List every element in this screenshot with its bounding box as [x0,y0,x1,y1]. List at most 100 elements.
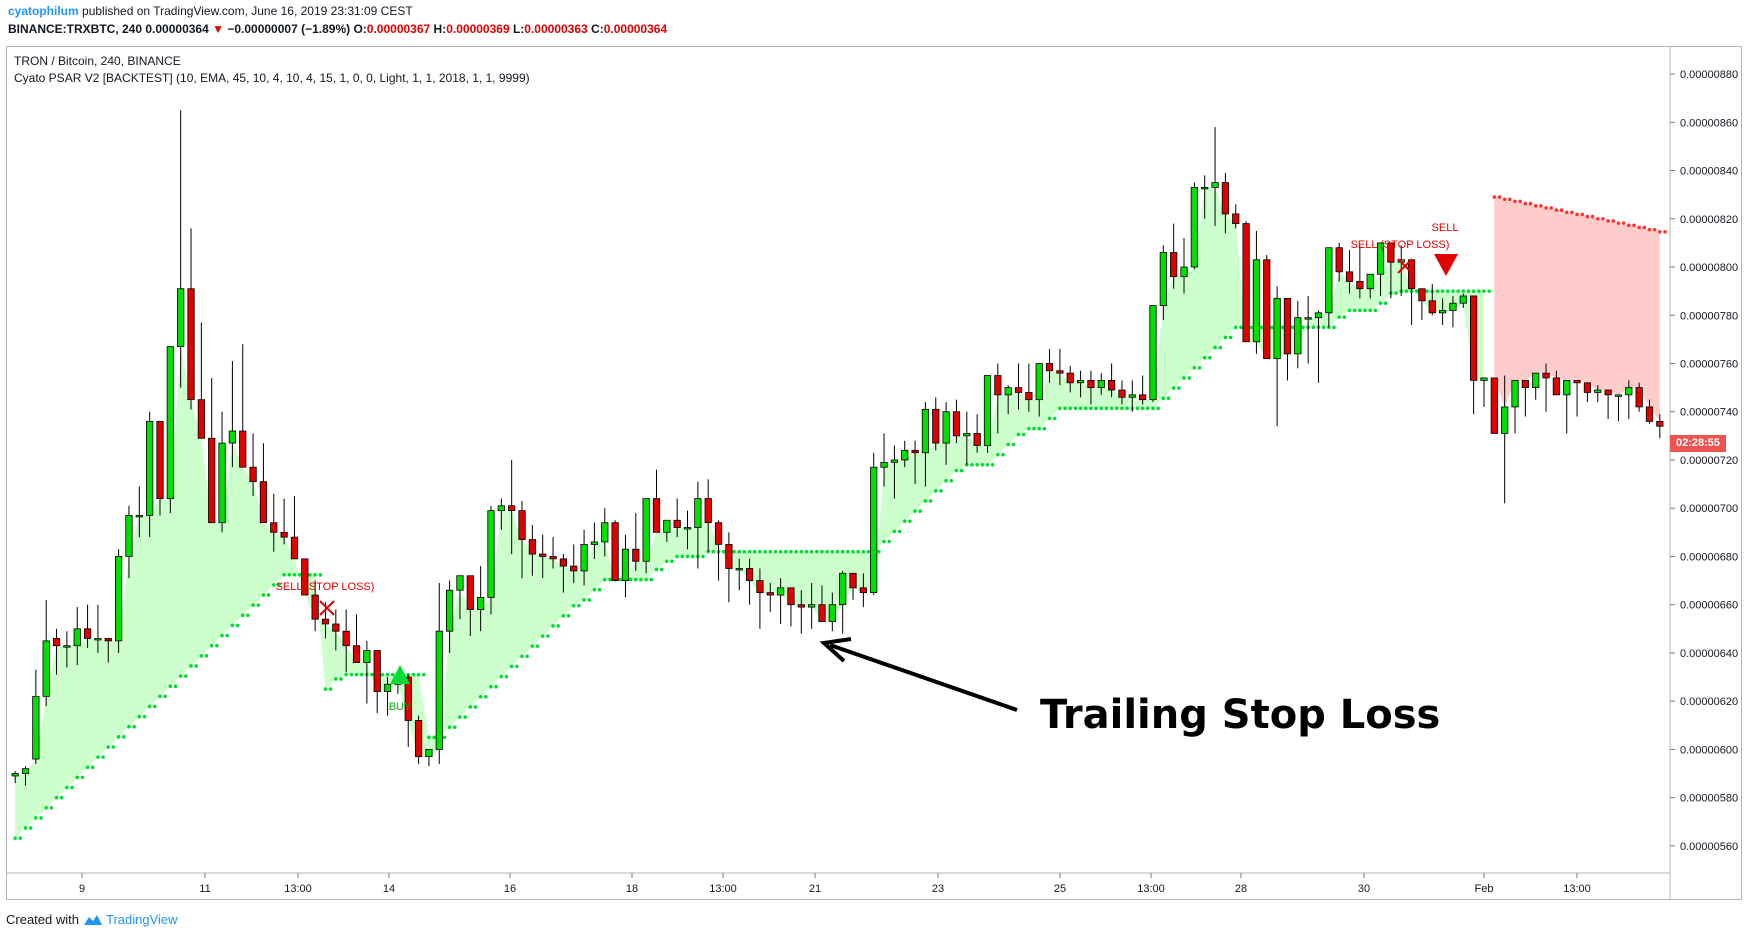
psar-dot [939,489,943,493]
candle-body [1501,406,1509,434]
psar-dot [1342,315,1347,319]
candle-body [1614,394,1623,397]
psar-dot [1368,308,1373,313]
psar-dot [489,684,493,689]
psar-dot [153,704,157,709]
close-x-icon [319,600,335,616]
y-tick-label: 0.00000600 [1680,744,1738,756]
psar-dot [675,554,679,559]
psar-dot [1451,289,1455,293]
chart-frame[interactable] [6,46,1742,900]
candle-body [890,459,898,463]
psar-dot [240,613,245,618]
candle-body [766,592,774,596]
candle-body [404,676,412,721]
psar-dot [1001,452,1005,457]
created-with-text: Created with [6,912,79,927]
candle-body [518,510,526,540]
candle-body [1449,302,1457,311]
psar-dot [1135,406,1140,411]
psar-dot [1528,201,1533,206]
psar-dot [189,664,193,668]
y-tick-label: 0.00000820 [1680,214,1738,226]
psar-dot [1590,214,1595,219]
down-arrow-icon: ▼ [212,22,224,36]
author-link[interactable]: cyatophilum [8,4,79,18]
psar-dot [452,725,457,730]
psar-dot [168,684,173,689]
psar-dot [1109,406,1114,411]
candle-body [332,623,340,632]
last-price: 0.00000364 [145,22,209,36]
psar-dot [1223,335,1228,340]
psar-dot [385,672,390,677]
psar-dot [949,478,954,483]
psar-dot [1073,406,1078,411]
candle-body [321,618,330,625]
psar-dot [778,549,783,554]
candle-body [218,442,226,524]
psar-dot [1477,289,1481,293]
psar-dot [132,724,136,729]
psar-dot [1414,289,1419,293]
candle-body [1014,387,1023,393]
psar-dot [163,694,167,699]
candle-body [632,548,640,562]
psar-dot [1601,216,1605,221]
psar-dot [887,539,892,544]
psar-dot [220,633,224,638]
psar-dot [411,672,416,677]
psar-dot [1011,442,1016,447]
candle-body [373,650,381,692]
psar-dot [1358,308,1362,313]
psar-dot [515,664,519,669]
psar-dot [1151,406,1155,411]
indicator-legend[interactable]: Cyato PSAR V2 [BACKTEST] (10, EMA, 45, 1… [14,71,530,85]
o-label: O: [353,22,367,36]
psar-dot [318,572,323,577]
psar-dot [840,549,845,554]
candle-body [177,288,185,348]
psar-dot [1047,416,1052,421]
candle-body [1387,242,1395,263]
candle-body [414,720,423,758]
published-line: cyatophilum published on TradingView.com… [8,4,413,18]
psar-dot [799,549,804,554]
psar-dot [861,549,866,554]
psar-dot [996,452,1000,457]
y-tick-label: 0.00000780 [1680,310,1738,322]
arrow-head-icon [819,637,852,663]
psar-dot [1347,308,1352,313]
candle-body [745,568,754,581]
psar-dot [1652,227,1657,232]
psar-dot [1332,325,1336,330]
psar-dot [1166,396,1171,401]
psar-dot [1658,230,1662,234]
psar-dot [468,705,473,709]
psar-dot [1456,289,1460,293]
tradingview-link[interactable]: TradingView [83,912,178,927]
candle-body [83,628,92,639]
psar-dot [297,572,302,577]
candle-body [673,519,681,528]
psar-dot [1663,230,1667,234]
psar-dot [1404,289,1409,293]
psar-dot [380,672,385,677]
psar-dot [1006,442,1010,447]
psar-dot [1197,366,1202,370]
psar-dot [990,462,995,467]
psar-dot [121,735,126,739]
psar-dot [1290,325,1295,330]
x-tick-label: 30 [1358,883,1370,895]
psar-dot [768,549,773,554]
y-tick-label: 0.00000660 [1680,600,1738,612]
psar-dot [540,634,545,638]
candle-body [1583,382,1592,393]
trailing-stop-annotation: Trailing Stop Loss [1040,692,1440,738]
candle-body [383,683,392,692]
psar-dot [1533,203,1538,208]
candle-body [580,543,588,572]
psar-dot [1642,225,1647,230]
candle-body [508,505,516,512]
